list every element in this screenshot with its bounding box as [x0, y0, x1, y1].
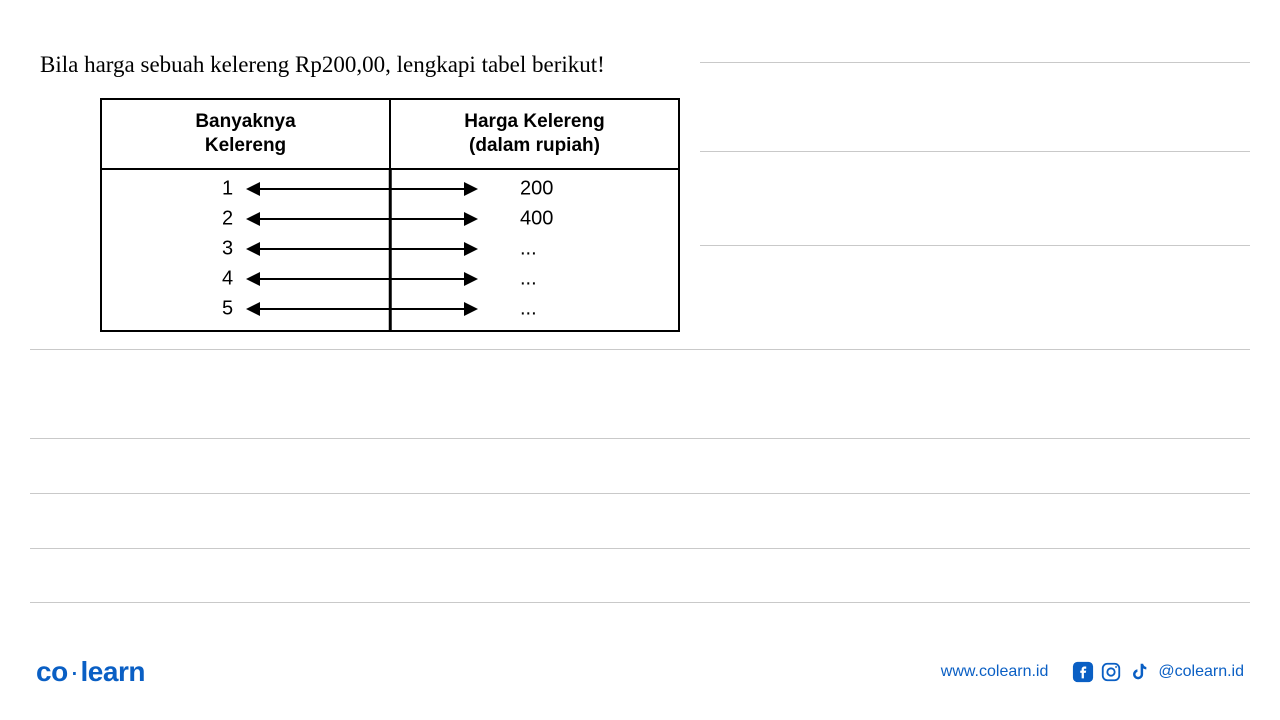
cell-price: 200	[390, 174, 678, 204]
quantity-value: 4	[222, 267, 233, 290]
facebook-icon	[1072, 661, 1094, 683]
arrowhead-right-icon	[464, 272, 478, 286]
table-row: 2 400	[102, 204, 678, 234]
ruled-line	[700, 62, 1250, 63]
logo-text-right: learn	[81, 656, 145, 687]
arrow-line	[390, 278, 470, 280]
header-price-line2: (dalam rupiah)	[469, 135, 600, 156]
cell-quantity: 1	[102, 174, 390, 204]
worksheet-page: Bila harga sebuah kelereng Rp200,00, len…	[0, 0, 1280, 720]
header-price-line1: Harga Kelereng	[464, 111, 604, 132]
cell-price: ...	[390, 294, 678, 324]
arrow-line	[390, 308, 470, 310]
table-row: 5 ...	[102, 294, 678, 324]
price-value: 400	[520, 207, 553, 230]
brand-logo: co·learn	[36, 656, 145, 688]
arrow-line	[390, 218, 470, 220]
social-handle: @colearn.id	[1158, 663, 1244, 681]
quantity-value: 2	[222, 207, 233, 230]
question-text: Bila harga sebuah kelereng Rp200,00, len…	[40, 52, 605, 78]
ruled-line	[30, 548, 1250, 549]
cell-price: 400	[390, 204, 678, 234]
table-row: 3 ...	[102, 234, 678, 264]
table-row: 4 ...	[102, 264, 678, 294]
tiktok-icon	[1128, 661, 1150, 683]
quantity-value: 1	[222, 177, 233, 200]
arrow-line	[252, 188, 390, 190]
table-row: 1 200	[102, 174, 678, 204]
arrow-line	[390, 188, 470, 190]
website-url: www.colearn.id	[941, 663, 1049, 681]
quantity-value: 5	[222, 297, 233, 320]
cell-quantity: 4	[102, 264, 390, 294]
price-value: ...	[520, 267, 537, 290]
arrowhead-right-icon	[464, 302, 478, 316]
arrowhead-right-icon	[464, 182, 478, 196]
logo-separator: ·	[70, 656, 79, 687]
logo-text-left: co	[36, 656, 68, 687]
ruled-line	[30, 602, 1250, 603]
instagram-icon	[1100, 661, 1122, 683]
price-value: 200	[520, 177, 553, 200]
price-value: ...	[520, 297, 537, 320]
ruled-line	[30, 438, 1250, 439]
arrow-line	[252, 278, 390, 280]
cell-price: ...	[390, 234, 678, 264]
footer-right: www.colearn.id @colearn.id	[941, 661, 1244, 683]
ruled-line	[30, 349, 1250, 350]
arrow-line	[252, 308, 390, 310]
arrow-line	[252, 218, 390, 220]
ruled-line	[700, 245, 1250, 246]
cell-quantity: 3	[102, 234, 390, 264]
header-quantity-line1: Banyaknya	[195, 111, 295, 132]
marble-price-table: Banyaknya Kelereng Harga Kelereng (dalam…	[100, 98, 680, 332]
cell-quantity: 5	[102, 294, 390, 324]
footer: co·learn www.colearn.id @colearn.id	[0, 652, 1280, 692]
table-body: 1 200 2 400	[102, 170, 678, 330]
cell-price: ...	[390, 264, 678, 294]
ruled-line	[30, 493, 1250, 494]
price-value: ...	[520, 237, 537, 260]
social-links: @colearn.id	[1072, 661, 1244, 683]
arrowhead-right-icon	[464, 212, 478, 226]
arrow-line	[390, 248, 470, 250]
table-header: Banyaknya Kelereng Harga Kelereng (dalam…	[102, 100, 678, 170]
header-quantity-line2: Kelereng	[205, 135, 286, 156]
ruled-line	[700, 151, 1250, 152]
quantity-value: 3	[222, 237, 233, 260]
cell-quantity: 2	[102, 204, 390, 234]
header-price: Harga Kelereng (dalam rupiah)	[391, 100, 678, 168]
arrow-line	[252, 248, 390, 250]
arrowhead-right-icon	[464, 242, 478, 256]
header-quantity: Banyaknya Kelereng	[102, 100, 391, 168]
